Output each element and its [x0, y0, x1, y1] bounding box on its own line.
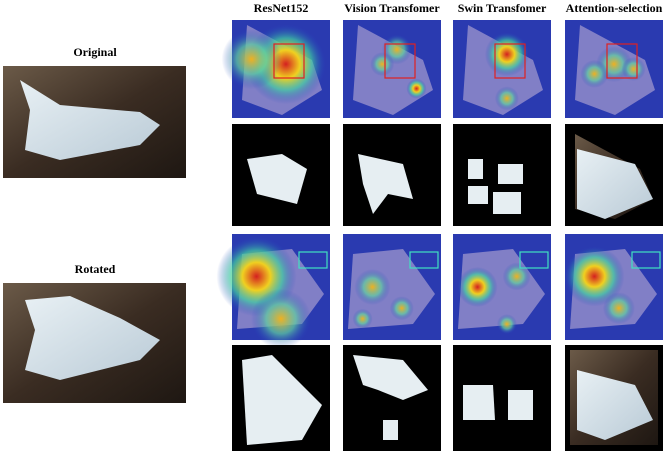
leaf-mask	[247, 154, 307, 204]
leaf-mask	[242, 355, 322, 445]
heat-spot	[370, 52, 395, 77]
attention-box	[494, 43, 526, 79]
leaf-mask	[358, 154, 413, 214]
leaf-mask	[493, 192, 521, 214]
heatmap-image	[564, 234, 663, 340]
heat-spot	[580, 59, 609, 88]
leaf-mask	[468, 186, 488, 204]
column-header: Attention-selection	[566, 1, 663, 15]
leaf-mask	[577, 149, 653, 219]
heat-spot	[251, 288, 311, 349]
attention-box	[384, 43, 416, 79]
attention-box	[606, 43, 638, 79]
attention-box	[519, 251, 549, 269]
heat-spot	[221, 29, 282, 90]
mask-image	[343, 345, 441, 451]
heat-spot	[621, 57, 646, 81]
leaf-mask	[468, 159, 483, 179]
mask-image	[565, 124, 663, 226]
mask-image	[565, 345, 663, 451]
heat-spot	[494, 86, 519, 111]
leaf-mask	[577, 370, 653, 440]
attention-box	[631, 251, 661, 269]
leaf-mask	[463, 385, 495, 420]
column-header: Vision Transfomer	[344, 1, 440, 15]
leaf-mask	[498, 164, 523, 184]
heatmap-image	[216, 234, 330, 349]
leaf-mask	[353, 355, 428, 400]
mask-image	[232, 345, 330, 451]
mask-image	[343, 124, 441, 226]
label-rotated: Rotated	[75, 262, 116, 276]
heat-spot	[354, 269, 391, 305]
heat-spot	[484, 32, 529, 77]
column-header: Swin Transfomer	[458, 1, 547, 15]
heat-spot	[602, 292, 635, 325]
heat-spot	[457, 267, 498, 307]
heat-spot	[502, 262, 531, 291]
column-header: ResNet152	[254, 1, 309, 15]
heatmap-image	[343, 234, 441, 340]
attention-box	[298, 251, 328, 269]
label-original: Original	[73, 45, 117, 59]
rotated-photo	[3, 283, 186, 403]
heat-spot	[389, 296, 414, 321]
heatmap-image	[453, 20, 551, 118]
mask-image	[453, 345, 551, 451]
leaf-mask	[508, 390, 533, 420]
heatmap-image	[343, 20, 441, 118]
heatmap-image	[453, 234, 551, 340]
mask-image	[232, 124, 330, 226]
attention-box	[409, 251, 439, 269]
leaf-mask	[383, 420, 398, 440]
heat-spot	[352, 308, 373, 329]
heatmap-image	[221, 20, 330, 118]
heat-spot	[496, 314, 517, 335]
attention-box	[273, 43, 305, 79]
heatmap-image	[565, 20, 663, 118]
mask-image	[453, 124, 551, 226]
original-photo	[3, 66, 186, 178]
heat-spot	[564, 246, 625, 307]
heat-spot	[406, 78, 427, 99]
